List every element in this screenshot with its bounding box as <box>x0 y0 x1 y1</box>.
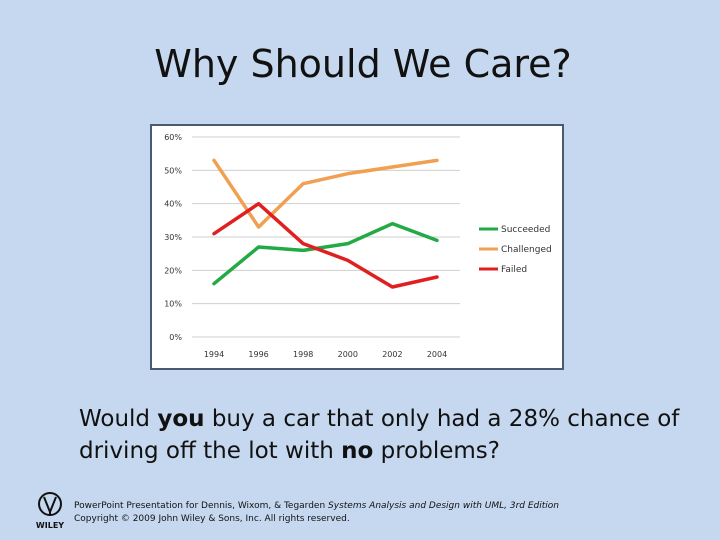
series-line-succeeded <box>212 221 439 286</box>
x-tick-label: 1996 <box>248 350 268 359</box>
footer-line-1: PowerPoint Presentation for Dennis, Wixo… <box>74 500 674 513</box>
y-tick-label: 30% <box>164 233 182 242</box>
legend-label-succeeded: Succeeded <box>501 225 550 235</box>
y-tick-label: 50% <box>164 166 182 175</box>
footer: PowerPoint Presentation for Dennis, Wixo… <box>74 500 674 526</box>
footer-book-title: Systems Analysis and Design with UML, 3r… <box>328 501 560 511</box>
slide-title: Why Should We Care? <box>154 42 572 86</box>
footer-copyright: Copyright © 2009 John Wiley & Sons, Inc.… <box>74 514 350 524</box>
legend-label-challenged: Challenged <box>501 245 552 255</box>
question-emphasis-no: no <box>341 438 374 464</box>
x-tick-label: 2004 <box>427 350 447 359</box>
series-line-challenged <box>212 158 439 229</box>
question-part-2: buy a car that only had a 28% chance of … <box>79 406 680 464</box>
y-tick-label: 20% <box>164 266 182 275</box>
y-tick-label: 10% <box>164 300 182 309</box>
y-tick-label: 0% <box>169 333 182 342</box>
wiley-logo: WILEY <box>36 492 64 530</box>
line-chart: 0% 10% 20% 30% 40% 50% 60% 1994 1996 1998 2000 2002… <box>164 133 552 359</box>
y-tick-label: 40% <box>164 200 182 209</box>
logo-text: WILEY <box>36 521 64 530</box>
legend-label-failed: Failed <box>501 265 527 275</box>
question-part-3: problems? <box>373 438 500 464</box>
x-tick-label: 1998 <box>293 350 313 359</box>
footer-credit: PowerPoint Presentation for Dennis, Wixo… <box>74 501 329 511</box>
question-emphasis-you: you <box>157 406 205 432</box>
y-tick-label: 60% <box>164 133 182 142</box>
series-line-failed <box>212 201 439 289</box>
x-tick-label: 2002 <box>382 350 402 359</box>
question-text: Would you buy a car that only had a 28% … <box>79 403 699 467</box>
chart-frame: 0% 10% 20% 30% 40% 50% 60% 1994 1996 1998 2000 2002… <box>150 124 564 370</box>
question-part-1: Would <box>79 406 158 432</box>
x-tick-label: 2000 <box>338 350 358 359</box>
x-tick-label: 1994 <box>204 350 224 359</box>
